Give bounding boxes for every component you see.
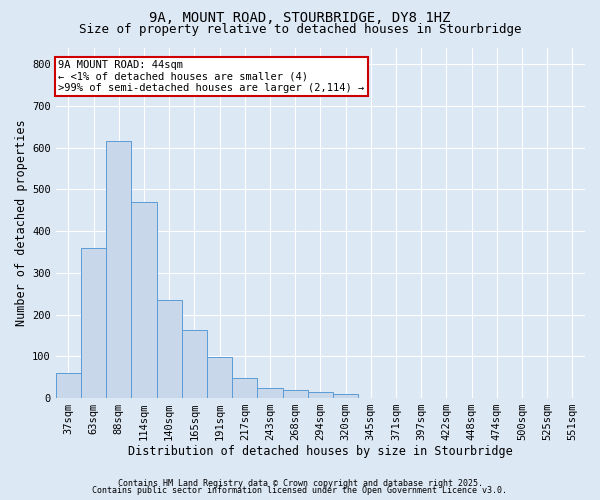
Text: Size of property relative to detached houses in Stourbridge: Size of property relative to detached ho…: [79, 22, 521, 36]
Bar: [182, 330, 207, 398]
Bar: [56, 373, 81, 398]
Text: 9A MOUNT ROAD: 44sqm
← <1% of detached houses are smaller (4)
>99% of semi-detac: 9A MOUNT ROAD: 44sqm ← <1% of detached h…: [58, 60, 365, 93]
Bar: [131, 202, 157, 398]
Bar: [308, 392, 333, 398]
Text: 9A, MOUNT ROAD, STOURBRIDGE, DY8 1HZ: 9A, MOUNT ROAD, STOURBRIDGE, DY8 1HZ: [149, 12, 451, 26]
Bar: [232, 378, 257, 398]
Bar: [106, 142, 131, 398]
X-axis label: Distribution of detached houses by size in Stourbridge: Distribution of detached houses by size …: [128, 444, 513, 458]
Bar: [283, 390, 308, 398]
Bar: [81, 248, 106, 398]
Text: Contains HM Land Registry data © Crown copyright and database right 2025.: Contains HM Land Registry data © Crown c…: [118, 478, 482, 488]
Bar: [157, 300, 182, 398]
Bar: [257, 388, 283, 398]
Bar: [333, 394, 358, 398]
Y-axis label: Number of detached properties: Number of detached properties: [15, 120, 28, 326]
Text: Contains public sector information licensed under the Open Government Licence v3: Contains public sector information licen…: [92, 486, 508, 495]
Bar: [207, 357, 232, 398]
